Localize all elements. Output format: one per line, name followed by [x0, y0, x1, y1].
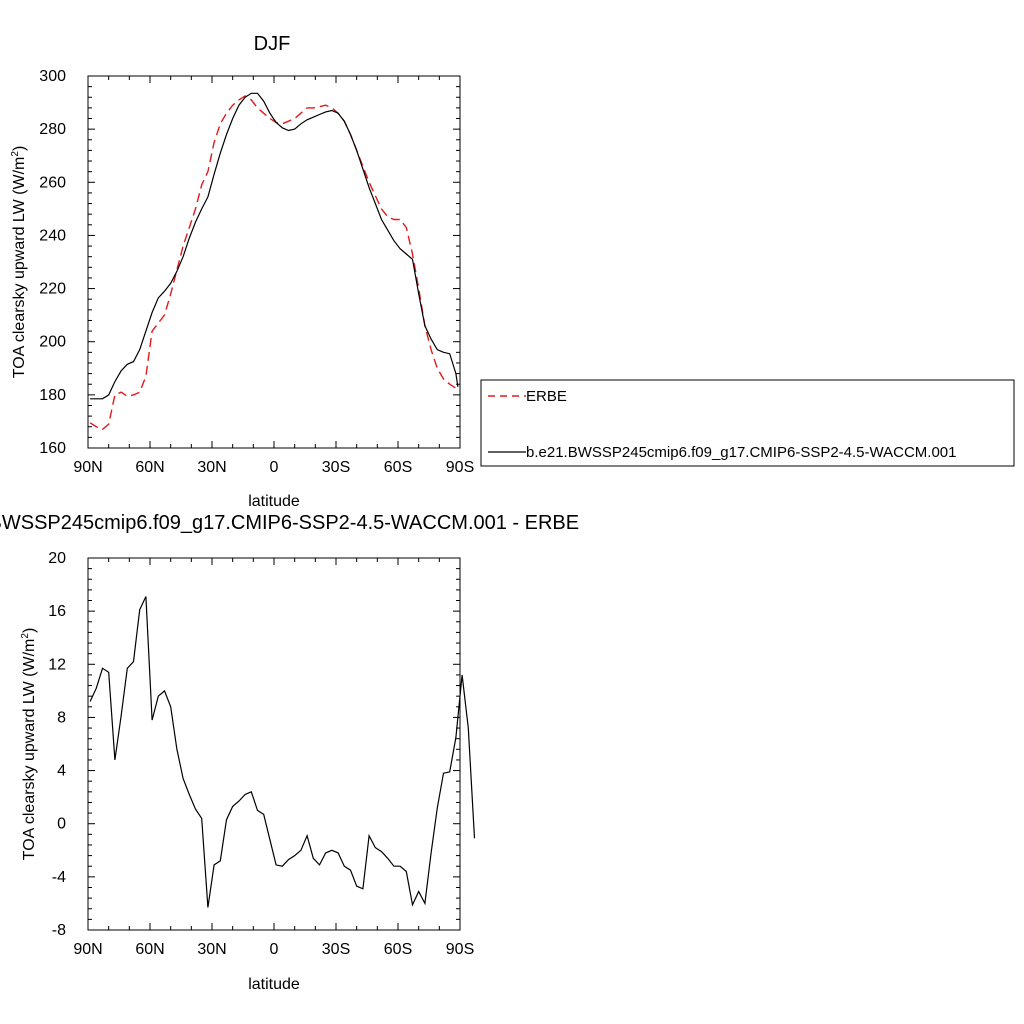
y-axis-label-main: TOA clearsky upward LW (W/m: [11, 157, 28, 379]
legend: ERBE b.e21.BWSSP245cmip6.f09_g17.CMIP6-S…: [480, 379, 1015, 467]
x-tick-label: 30N: [197, 459, 226, 476]
series-line-difference: [89, 596, 476, 908]
y-axis-label-tail: ): [11, 146, 28, 151]
y-tick-label: -4: [52, 869, 66, 886]
y-tick-label: 12: [48, 656, 66, 673]
x-tick-label: 60S: [384, 459, 412, 476]
series-lines: [89, 596, 476, 908]
x-tick-label: 90N: [73, 941, 102, 958]
series-lines: [89, 92, 459, 431]
y-tick-label: 160: [39, 440, 66, 457]
series-line-erbe: [89, 95, 457, 431]
plot-frame: [87, 75, 461, 449]
legend-label-model: b.e21.BWSSP245cmip6.f09_g17.CMIP6-SSP2-4…: [526, 444, 956, 461]
x-tick-label: 90N: [73, 459, 102, 476]
y-tick-label: 20: [48, 550, 66, 567]
x-tick-label: 30S: [322, 941, 350, 958]
x-tick-label: 30S: [322, 459, 350, 476]
y-tick-label: 280: [39, 121, 66, 138]
bottom-panel: b.e21.BWSSP245cmip6.f09_g17.CMIP6-SSP2-4…: [0, 512, 579, 993]
y-tick-label: 4: [57, 763, 66, 780]
legend-box: [480, 379, 1015, 467]
x-axis-label: latitude: [248, 493, 300, 510]
chart-title: DJF: [254, 33, 291, 55]
y-tick-label: 300: [39, 68, 66, 85]
x-tick-label: 60N: [135, 941, 164, 958]
x-tick-label: 0: [270, 459, 279, 476]
axis-ticks: 90N 60N 30N 0 30S 60S 90S -8 -4 0 4 8 12 16 20: [48, 550, 474, 958]
x-tick-label: 30N: [197, 941, 226, 958]
x-axis-label: latitude: [248, 976, 300, 993]
y-tick-label: 240: [39, 227, 66, 244]
x-tick-label: 0: [270, 941, 279, 958]
y-tick-label: 260: [39, 174, 66, 191]
y-tick-label: 0: [57, 816, 66, 833]
series-line-model: [90, 92, 459, 400]
x-tick-label: 60N: [135, 459, 164, 476]
plot-frame: [87, 557, 461, 931]
y-axis-label-main: TOA clearsky upward LW (W/m: [21, 639, 38, 861]
axis-ticks: 90N 60N 30N 0 30S 60S 90S 160 180 200 220 240 260 280…: [39, 68, 474, 476]
x-tick-label: 90S: [446, 941, 474, 958]
chart-title: b.e21.BWSSP245cmip6.f09_g17.CMIP6-SSP2-4…: [0, 512, 579, 534]
y-tick-label: 16: [48, 603, 66, 620]
x-tick-label: 90S: [446, 459, 474, 476]
top-panel: DJF 90N 60N 30N 0 30S 60S 90S 160 180 200 220 240 26…: [10, 33, 1015, 510]
y-tick-label: 180: [39, 387, 66, 404]
y-axis-label-tail: ): [21, 628, 38, 633]
y-tick-label: -8: [52, 922, 66, 939]
y-axis-label: TOA clearsky upward LW (W/m2): [10, 146, 28, 379]
y-tick-label: 8: [57, 709, 66, 726]
y-tick-label: 220: [39, 281, 66, 298]
legend-label-erbe: ERBE: [526, 388, 567, 405]
y-axis-label: TOA clearsky upward LW (W/m2): [20, 628, 38, 861]
y-tick-label: 200: [39, 334, 66, 351]
y-axis-label-sup: 2: [10, 151, 21, 157]
x-tick-label: 60S: [384, 941, 412, 958]
y-axis-label-sup: 2: [20, 633, 31, 639]
